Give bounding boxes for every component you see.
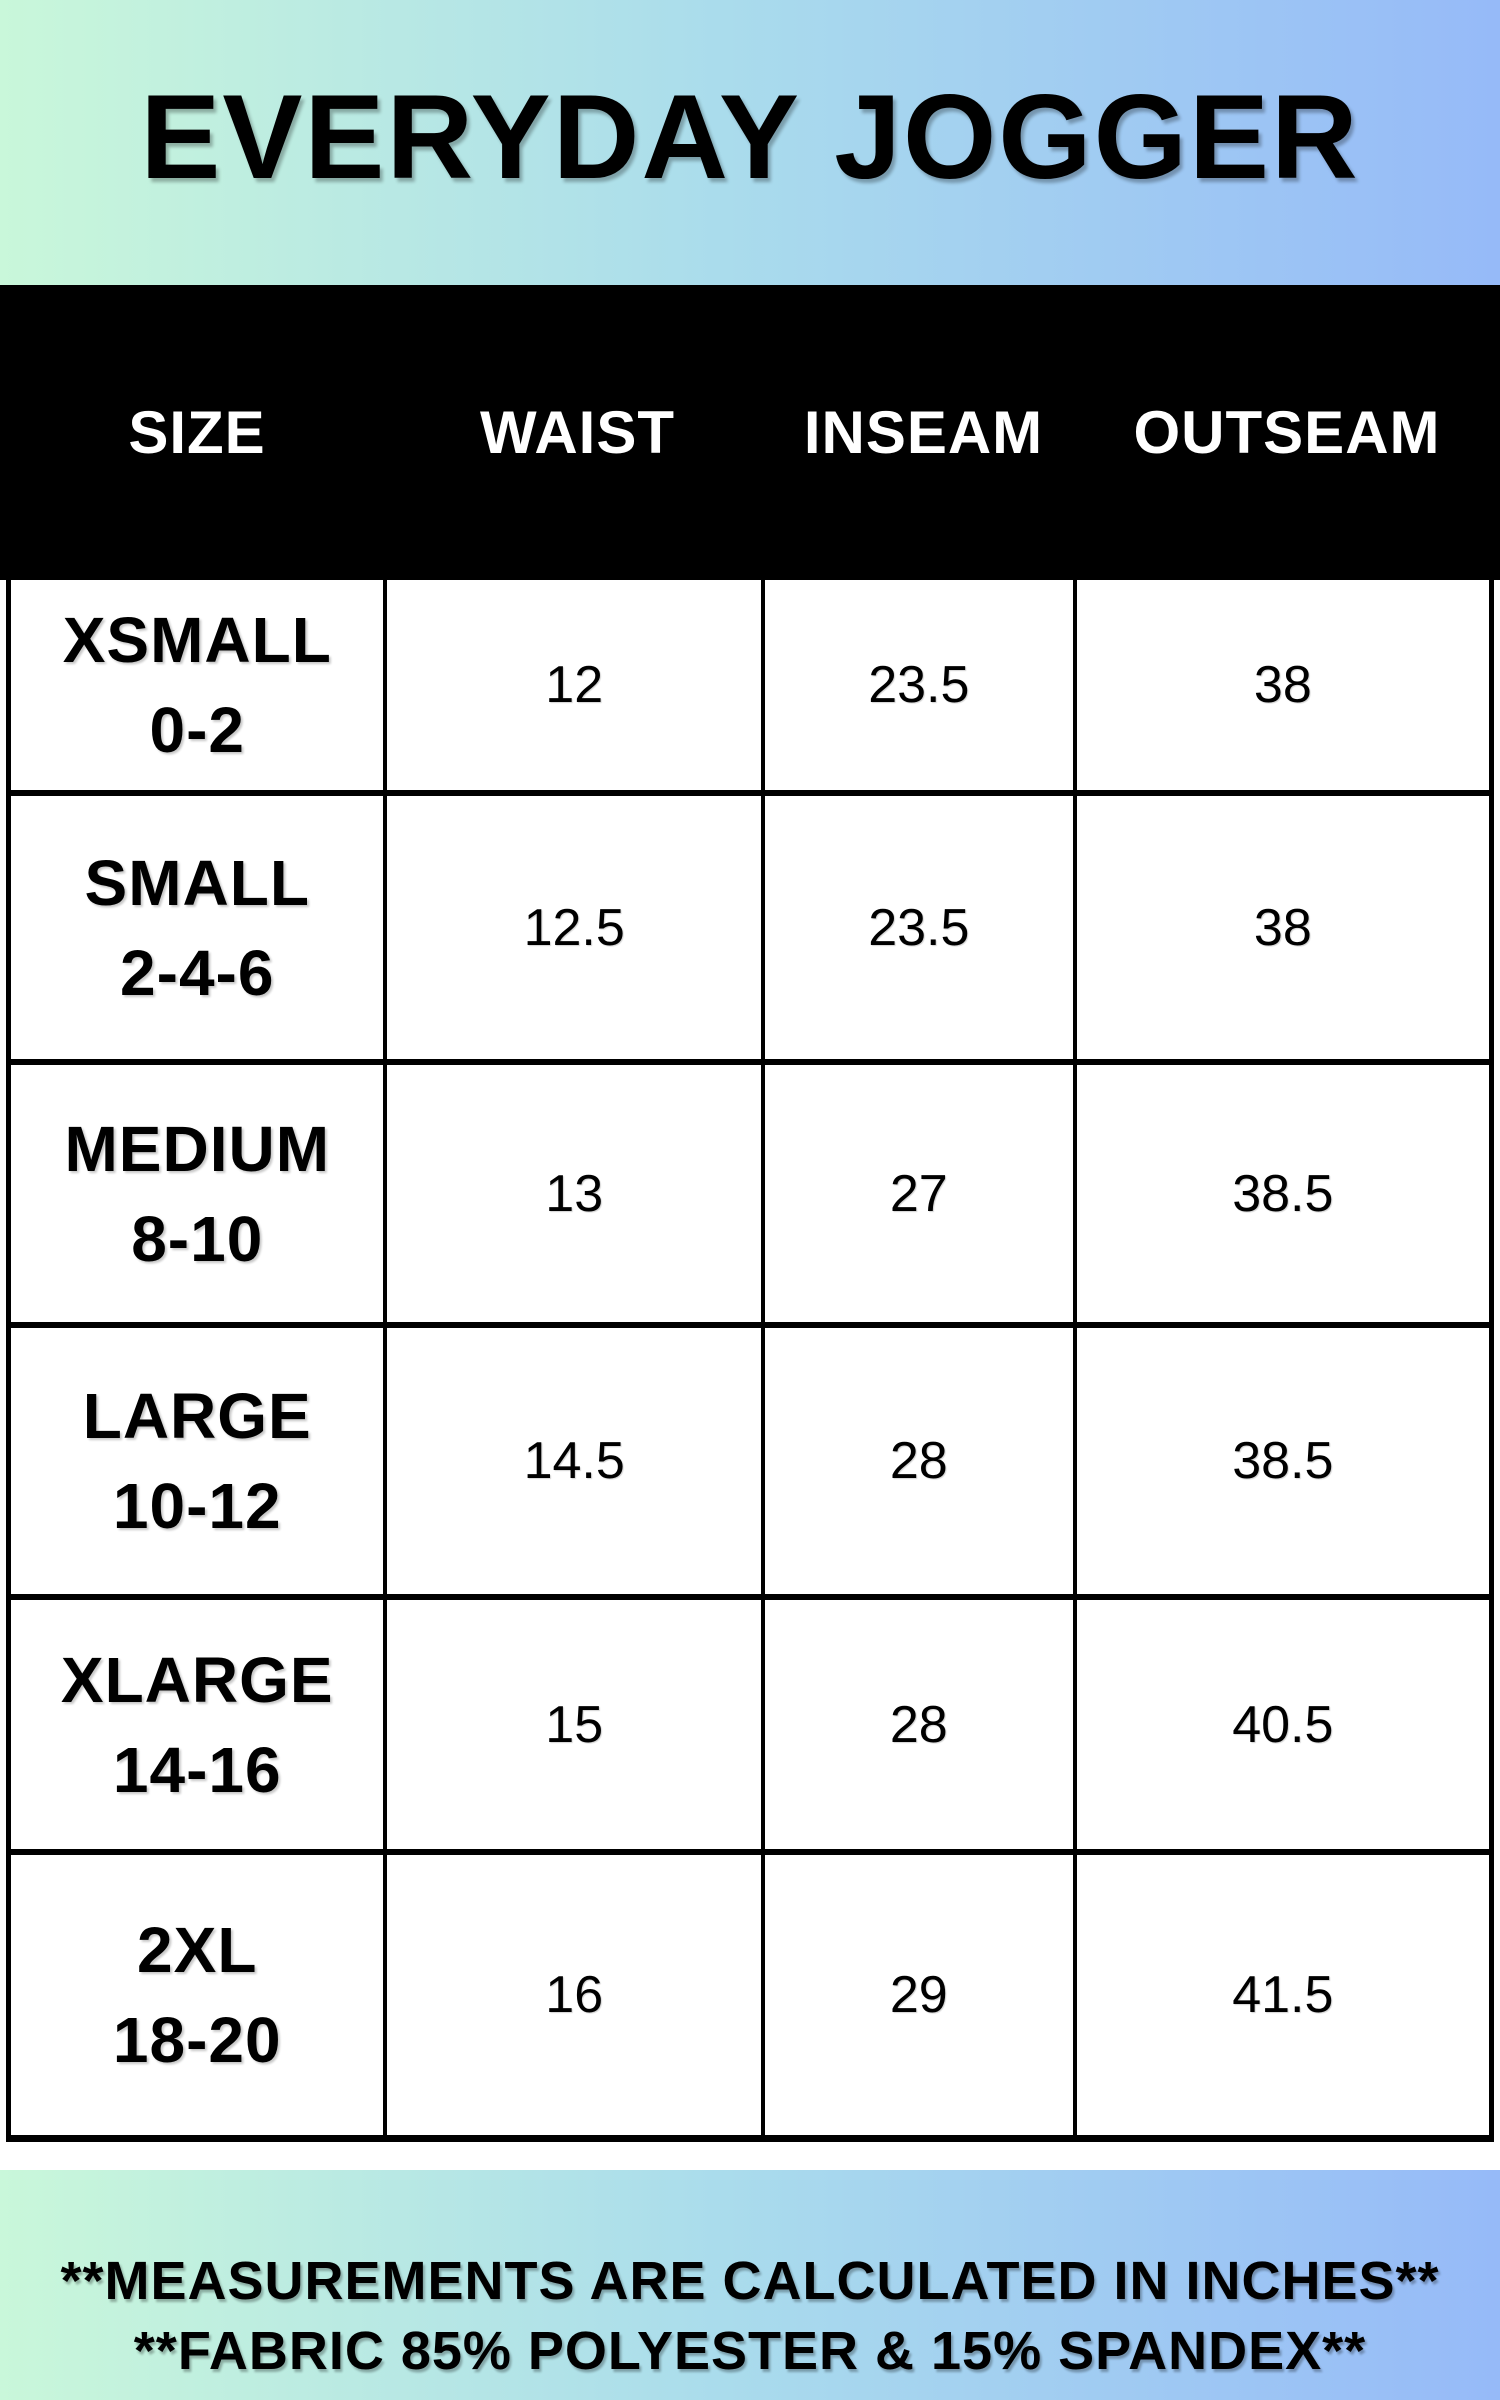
table-header-row: SIZE WAIST INSEAM OUTSEAM xyxy=(6,285,1494,580)
outseam-value: 38.5 xyxy=(1232,1164,1334,1223)
table-row-2xl: 2XL 18-20 16 29 41.5 xyxy=(11,1855,1489,2135)
outseam-cell: 41.5 xyxy=(1077,1855,1489,2135)
size-cell: LARGE 10-12 xyxy=(11,1328,388,1594)
column-header-inseam: INSEAM xyxy=(803,399,1044,466)
inseam-value: 23.5 xyxy=(868,898,970,957)
outseam-cell: 38.5 xyxy=(1077,1065,1489,1322)
inseam-cell: 28 xyxy=(765,1328,1077,1594)
outseam-cell: 38 xyxy=(1077,580,1489,790)
size-range: 8-10 xyxy=(131,1202,264,1275)
size-label: SMALL xyxy=(84,846,310,919)
inseam-cell: 23.5 xyxy=(765,796,1077,1059)
page-title: EVERYDAY JOGGER xyxy=(140,70,1360,204)
waist-value: 12 xyxy=(545,656,604,714)
size-range: 14-16 xyxy=(112,1733,282,1806)
waist-cell: 12 xyxy=(387,580,765,790)
size-cell: XLARGE 14-16 xyxy=(11,1600,388,1849)
outseam-value: 38 xyxy=(1253,898,1312,957)
size-range: 18-20 xyxy=(112,2004,282,2076)
inseam-value: 28 xyxy=(889,1695,948,1754)
size-label: LARGE xyxy=(82,1380,312,1452)
inseam-value: 23.5 xyxy=(868,656,970,714)
size-range: 2-4-6 xyxy=(120,936,275,1009)
footer-notes: **MEASUREMENTS ARE CALCULATED IN INCHES*… xyxy=(0,2246,1500,2386)
size-range: 0-2 xyxy=(149,694,245,766)
size-cell: SMALL 2-4-6 xyxy=(11,796,388,1059)
inseam-cell: 28 xyxy=(765,1600,1077,1849)
table-row-small: SMALL 2-4-6 12.5 23.5 38 xyxy=(11,796,1489,1065)
outseam-cell: 40.5 xyxy=(1077,1600,1489,1849)
waist-value: 14.5 xyxy=(523,1432,625,1490)
size-label: XSMALL xyxy=(62,604,332,676)
size-chart-table: XSMALL 0-2 12 23.5 38 SMALL 2-4-6 12.5 2… xyxy=(6,580,1494,2142)
waist-cell: 12.5 xyxy=(387,796,765,1059)
footer-note-fabric: **FABRIC 85% POLYESTER & 15% SPANDEX** xyxy=(133,2321,1367,2381)
waist-cell: 16 xyxy=(387,1855,765,2135)
table-row-large: LARGE 10-12 14.5 28 38.5 xyxy=(11,1328,1489,1600)
table-row-xlarge: XLARGE 14-16 15 28 40.5 xyxy=(11,1600,1489,1855)
inseam-value: 28 xyxy=(889,1432,948,1490)
waist-value: 12.5 xyxy=(523,898,625,957)
table-row-xsmall: XSMALL 0-2 12 23.5 38 xyxy=(11,580,1489,796)
waist-cell: 14.5 xyxy=(387,1328,765,1594)
inseam-cell: 23.5 xyxy=(765,580,1077,790)
header-band xyxy=(0,285,1500,580)
outseam-cell: 38.5 xyxy=(1077,1328,1489,1594)
waist-cell: 13 xyxy=(387,1065,765,1322)
table-row-medium: MEDIUM 8-10 13 27 38.5 xyxy=(11,1065,1489,1328)
inseam-value: 29 xyxy=(889,1966,948,2024)
waist-value: 13 xyxy=(545,1164,604,1223)
size-cell: 2XL 18-20 xyxy=(11,1855,388,2135)
size-cell: MEDIUM 8-10 xyxy=(11,1065,388,1322)
inseam-value: 27 xyxy=(889,1164,948,1223)
column-header-waist: WAIST xyxy=(480,399,675,466)
size-label: MEDIUM xyxy=(64,1112,330,1185)
size-range: 10-12 xyxy=(112,1470,282,1542)
footer-note-measurements: **MEASUREMENTS ARE CALCULATED IN INCHES*… xyxy=(60,2251,1440,2311)
column-header-outseam: OUTSEAM xyxy=(1133,399,1441,466)
size-label: 2XL xyxy=(137,1914,258,1986)
waist-cell: 15 xyxy=(387,1600,765,1849)
column-header-size: SIZE xyxy=(128,399,266,466)
waist-value: 15 xyxy=(545,1695,604,1754)
outseam-value: 40.5 xyxy=(1232,1695,1334,1754)
size-label: XLARGE xyxy=(60,1643,334,1716)
outseam-value: 38.5 xyxy=(1232,1432,1334,1490)
waist-value: 16 xyxy=(545,1966,604,2024)
size-cell: XSMALL 0-2 xyxy=(11,580,388,790)
outseam-value: 38 xyxy=(1253,656,1312,714)
outseam-value: 41.5 xyxy=(1232,1966,1334,2024)
inseam-cell: 29 xyxy=(765,1855,1077,2135)
inseam-cell: 27 xyxy=(765,1065,1077,1322)
outseam-cell: 38 xyxy=(1077,796,1489,1059)
